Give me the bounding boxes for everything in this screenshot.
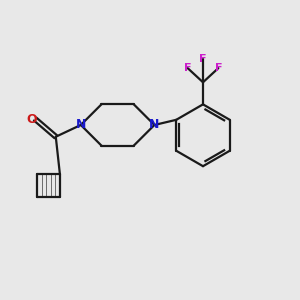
Text: F: F: [199, 54, 207, 64]
Text: F: F: [214, 63, 222, 73]
Text: O: O: [26, 112, 37, 126]
Text: N: N: [76, 118, 86, 131]
Text: N: N: [149, 118, 160, 131]
Text: F: F: [184, 63, 191, 73]
